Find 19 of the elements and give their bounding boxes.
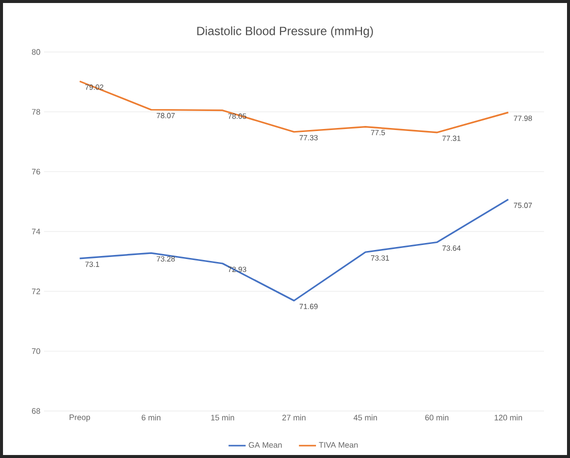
legend-label: TIVA Mean — [318, 442, 358, 448]
y-tick-label: 68 — [32, 408, 40, 414]
x-tick-label: 120 min — [494, 414, 522, 420]
x-tick-label: 60 min — [425, 414, 448, 420]
y-tick-label: 78 — [32, 109, 40, 115]
x-tick-label: 27 min — [282, 414, 306, 420]
line-series — [78, 198, 510, 302]
chart-title: Diastolic Blood Pressure (mmHg) — [197, 26, 373, 38]
x-tick-label: 45 min — [354, 414, 377, 420]
y-tick-label: 74 — [32, 228, 40, 234]
y-tick-label: 80 — [32, 49, 40, 55]
x-tick-label: 15 min — [211, 414, 234, 420]
y-tick-label: 72 — [32, 288, 40, 294]
x-tick-label: Preop — [70, 414, 90, 422]
y-tick-label: 76 — [32, 168, 40, 174]
y-tick-label: 70 — [32, 348, 40, 354]
legend-label: GA Mean — [248, 442, 282, 448]
x-tick-label: 6 min — [142, 414, 160, 420]
line-series — [78, 80, 510, 134]
